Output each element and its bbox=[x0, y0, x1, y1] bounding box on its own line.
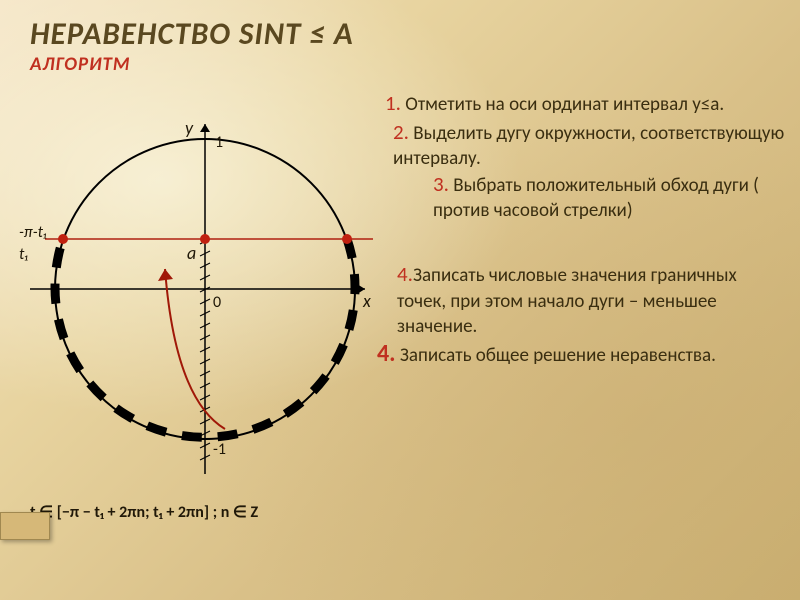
step-3-num: 3. bbox=[433, 171, 449, 197]
slide-subtitle: АЛГОРИТМ bbox=[30, 53, 770, 76]
label-x: x bbox=[362, 290, 371, 312]
step-2-num: 2. bbox=[393, 119, 409, 145]
diagram-column: y x 1 -1 0 a t₁ -π-t₁ bbox=[15, 89, 375, 489]
label-neg-one: -1 bbox=[213, 440, 226, 459]
step-4: 4.Записать числовые значения граничных т… bbox=[397, 260, 785, 340]
step-5-num: 4. bbox=[377, 339, 396, 368]
corner-tab bbox=[0, 512, 50, 540]
axes bbox=[30, 124, 365, 474]
label-t1: t₁ bbox=[19, 245, 28, 264]
label-a: a bbox=[187, 242, 196, 264]
unit-circle-diagram: y x 1 -1 0 a t₁ -π-t₁ bbox=[15, 89, 375, 489]
label-zero: 0 bbox=[213, 293, 221, 312]
solution-formula: t ∈ [−π − t₁ + 2πn; t₁ + 2πn] ; n ∈ Z bbox=[0, 494, 800, 522]
step-1-text: Отметить на оси ординат интервал y≤a. bbox=[401, 93, 724, 116]
slide-title: НЕРАВЕНСТВО SINT ≤ A bbox=[30, 15, 770, 53]
step-3: 3. Выбрать положительный обход дуги ( пр… bbox=[433, 170, 790, 224]
step-1-num: 1. bbox=[385, 90, 401, 116]
step-1: 1. Отметить на оси ординат интервал y≤a. bbox=[385, 89, 785, 118]
step-2: 2. Выделить дугу окружности, соответству… bbox=[393, 118, 785, 172]
step-4-text: Записать числовые значения граничных точ… bbox=[397, 264, 737, 338]
label-one: 1 bbox=[215, 133, 223, 152]
traversal-arrow-head bbox=[158, 269, 173, 281]
y-axis-arrow bbox=[200, 124, 210, 132]
step-5-text: Записать общее решение неравенства. bbox=[396, 344, 716, 367]
step-2-text: Выделить дугу окружности, соответствующу… bbox=[393, 122, 784, 171]
label-y: y bbox=[185, 117, 194, 139]
label-neg-pi-t1: -π-t₁ bbox=[19, 223, 47, 242]
steps-column: 1. Отметить на оси ординат интервал y≤a.… bbox=[375, 89, 785, 489]
diagram-labels: y x 1 -1 0 a t₁ -π-t₁ bbox=[19, 117, 371, 459]
step-5: 4. Записать общее решение неравенства. bbox=[377, 338, 785, 370]
step-4-num: 4. bbox=[397, 261, 413, 287]
step-3-text: Выбрать положительный обход дуги ( проти… bbox=[433, 174, 759, 223]
